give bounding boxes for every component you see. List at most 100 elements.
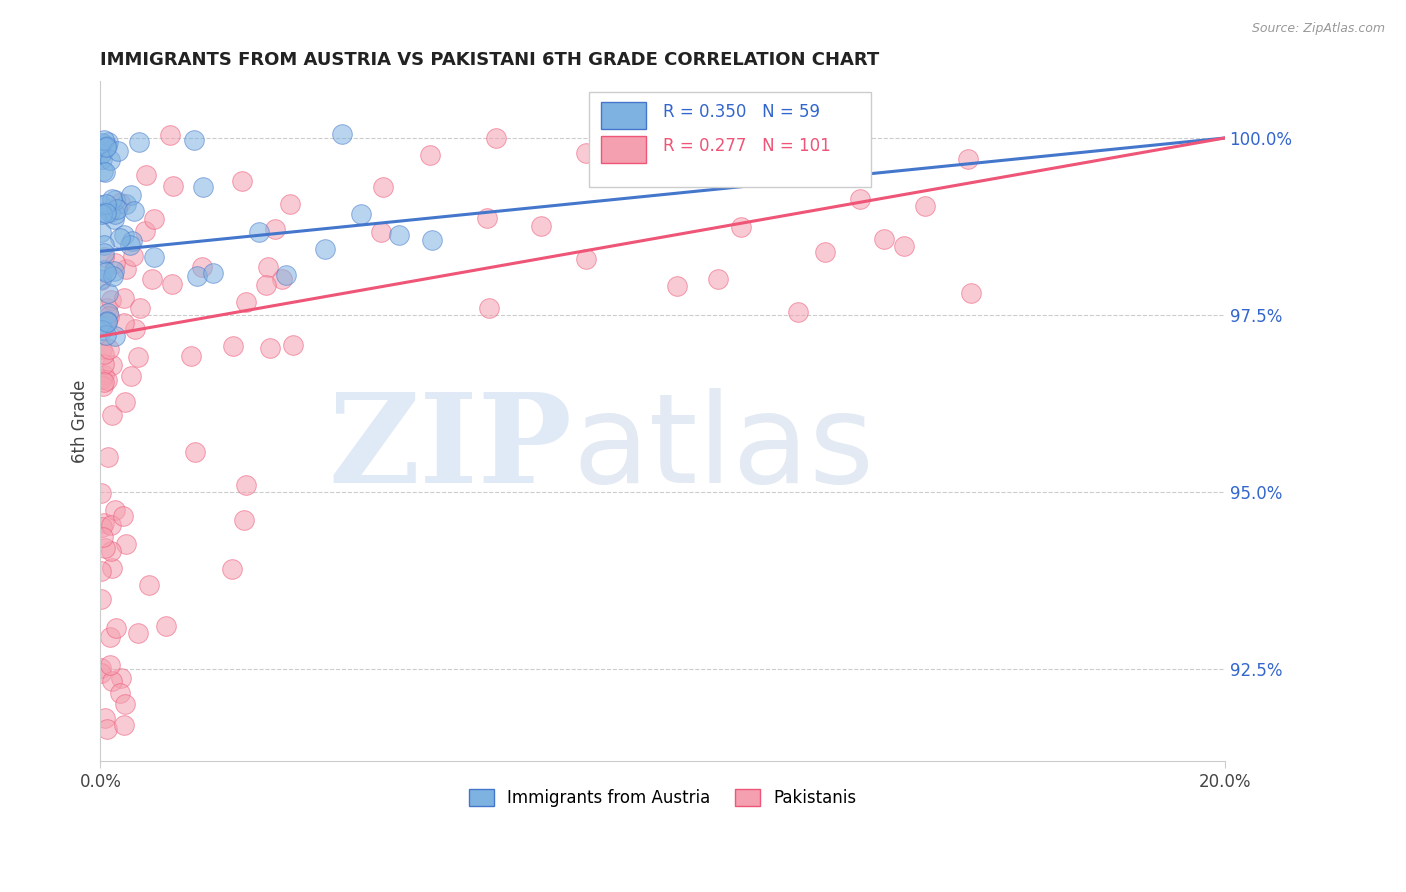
Point [235, 295, 257, 310]
Point [191, 260, 214, 274]
Point [94, 265, 117, 279]
Point [221, 339, 243, 353]
Point [370, 225, 392, 239]
Point [90, 342, 112, 356]
Point [103, 263, 125, 277]
Point [814, 245, 837, 260]
Point [98, 343, 121, 357]
Point [93, 347, 115, 361]
Point [134, 224, 156, 238]
Point [120, 368, 142, 383]
Point [93, 541, 115, 555]
Point [419, 148, 441, 162]
Point [107, 145, 129, 159]
Point [103, 211, 125, 226]
Point [91, 378, 114, 392]
Point [93, 164, 115, 178]
FancyBboxPatch shape [589, 92, 870, 186]
FancyBboxPatch shape [600, 136, 645, 163]
Point [94, 206, 117, 220]
Text: R = 0.350   N = 59: R = 0.350 N = 59 [662, 103, 820, 121]
Point [94, 197, 117, 211]
Point [91, 323, 114, 337]
Text: IMMIGRANTS FROM AUSTRIA VS PAKISTANI 6TH GRADE CORRELATION CHART: IMMIGRANTS FROM AUSTRIA VS PAKISTANI 6TH… [100, 51, 880, 69]
Point [93, 368, 115, 382]
Point [104, 207, 127, 221]
Point [98, 205, 121, 219]
Point [97, 306, 120, 320]
Point [330, 128, 353, 142]
Point [155, 618, 177, 632]
Point [93, 375, 115, 389]
Point [90, 145, 112, 160]
Point [143, 212, 166, 227]
Point [96, 722, 118, 736]
Point [914, 199, 936, 213]
Legend: Immigrants from Austria, Pakistanis: Immigrants from Austria, Pakistanis [461, 782, 863, 814]
Point [202, 266, 225, 280]
Point [183, 132, 205, 146]
Point [105, 621, 128, 635]
Point [111, 509, 134, 524]
Text: atlas: atlas [572, 388, 875, 509]
Point [731, 132, 754, 146]
Point [231, 174, 253, 188]
Point [100, 359, 122, 373]
Point [115, 261, 138, 276]
Point [530, 219, 553, 233]
Point [233, 513, 256, 527]
Point [90, 661, 112, 675]
Point [98, 658, 121, 673]
Point [100, 517, 122, 532]
Point [180, 349, 202, 363]
Point [114, 537, 136, 551]
Point [90, 564, 112, 578]
Point [93, 250, 115, 264]
Point [274, 268, 297, 282]
Point [90, 272, 112, 286]
Point [90, 665, 112, 680]
Point [873, 231, 896, 245]
Point [278, 196, 301, 211]
Point [104, 328, 127, 343]
Point [94, 318, 117, 332]
Point [100, 192, 122, 206]
Point [96, 328, 118, 343]
Point [104, 256, 127, 270]
Point [93, 263, 115, 277]
Point [478, 301, 501, 315]
Point [128, 301, 150, 315]
Point [235, 478, 257, 492]
Point [112, 228, 135, 243]
Point [90, 225, 112, 239]
Point [90, 152, 112, 166]
Point [110, 671, 132, 685]
Point [93, 246, 115, 260]
Point [93, 357, 115, 371]
Point [186, 269, 208, 284]
Point [90, 591, 112, 606]
Point [247, 225, 270, 239]
Point [135, 168, 157, 182]
Text: R = 0.277   N = 101: R = 0.277 N = 101 [662, 136, 831, 155]
Point [101, 269, 124, 284]
Point [263, 222, 285, 236]
Point [575, 146, 598, 161]
Text: ZIP: ZIP [329, 388, 572, 509]
Point [141, 272, 163, 286]
Y-axis label: 6th Grade: 6th Grade [72, 379, 89, 463]
Point [575, 252, 598, 266]
Point [100, 544, 122, 558]
Point [314, 242, 336, 256]
Point [271, 272, 294, 286]
Point [114, 197, 136, 211]
Point [91, 319, 114, 334]
Point [94, 711, 117, 725]
Point [104, 193, 127, 207]
Point [257, 260, 280, 274]
Point [138, 578, 160, 592]
Point [960, 286, 983, 301]
Point [893, 238, 915, 252]
Point [221, 562, 243, 576]
Point [96, 301, 118, 316]
